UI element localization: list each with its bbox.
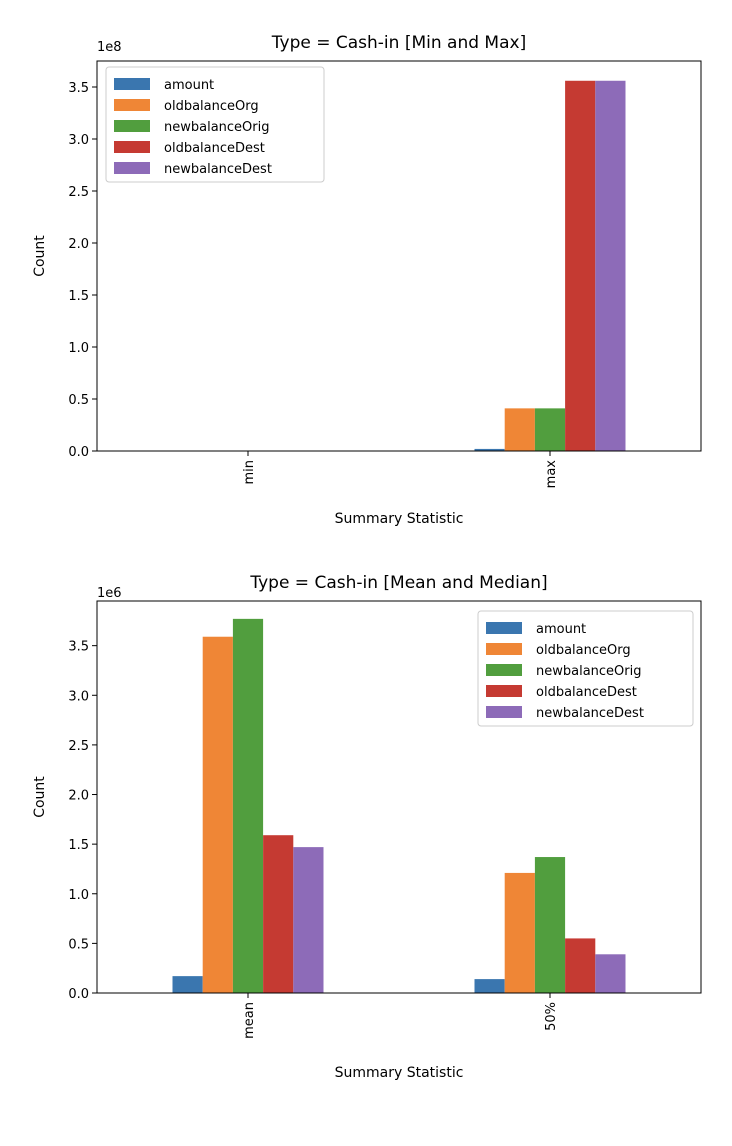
y-tick-label: 2.0 (68, 237, 89, 252)
legend-label-amount: amount (164, 78, 214, 93)
legend-label-newbalanceOrig: newbalanceOrig (164, 120, 270, 135)
plot-frame (96, 600, 702, 994)
y-tick-label: 3.0 (68, 689, 89, 704)
legend-swatch-amount (486, 622, 522, 634)
legend-label-newbalanceOrig: newbalanceOrig (536, 664, 642, 679)
bar-newbalanceOrig-max (534, 408, 566, 451)
legend-swatch-newbalanceDest (114, 162, 150, 174)
legend-label-oldbalanceOrg: oldbalanceOrg (536, 643, 631, 658)
legend-swatch-amount (114, 78, 150, 90)
legend-swatch-oldbalanceDest (486, 685, 522, 697)
bar-oldbalanceOrg-50% (504, 872, 535, 993)
y-axis-label: Count (32, 776, 48, 818)
axis-offset-label: 1e6 (97, 586, 122, 601)
bar-oldbalanceDest-max (565, 80, 596, 451)
legend-swatch-oldbalanceOrg (486, 643, 522, 655)
y-axis-label: Count (32, 235, 48, 277)
y-tick-label: 0.0 (68, 445, 89, 460)
y-tick-label: 2.5 (68, 739, 89, 754)
x-tick-label: min (242, 460, 257, 485)
plot-frame (96, 60, 702, 452)
y-tick-label: 0.0 (68, 987, 89, 1002)
chart-min-max: Type = Cash-in [Min and Max] 1e8 Count Summ… (32, 33, 702, 527)
y-tick-label: 1.0 (68, 341, 89, 356)
chart-mean-median: Type = Cash-in [Mean and Median] 1e6 Count… (32, 573, 702, 1081)
bar-newbalanceOrig-50% (534, 857, 566, 993)
x-tick-label: max (544, 460, 559, 489)
y-tick-label: 0.5 (68, 937, 89, 952)
bar-amount-50% (474, 979, 505, 993)
legend-box (477, 610, 694, 727)
bar-newbalanceDest-max (595, 80, 626, 451)
legend-swatch-newbalanceOrig (486, 664, 522, 676)
x-tick-label: 50% (544, 1002, 559, 1031)
legend-label-oldbalanceOrg: oldbalanceOrg (164, 99, 259, 114)
y-tick-label: 3.0 (68, 133, 89, 148)
chart-title: Type = Cash-in [Min and Max] (271, 33, 526, 53)
y-tick-label: 0.5 (68, 393, 89, 408)
legend-box (105, 66, 325, 183)
bar-newbalanceDest-mean (293, 847, 324, 993)
legend-label-oldbalanceDest: oldbalanceDest (536, 685, 637, 700)
bar-oldbalanceDest-mean (263, 835, 294, 993)
chart-title: Type = Cash-in [Mean and Median] (249, 573, 547, 593)
bar-newbalanceOrig-mean (232, 618, 264, 993)
bar-newbalanceDest-50% (595, 954, 626, 993)
y-tick-label: 3.5 (68, 640, 89, 655)
legend-label-newbalanceDest: newbalanceDest (536, 706, 644, 721)
bar-oldbalanceOrg-mean (202, 636, 233, 993)
bar-amount-max (474, 448, 505, 451)
y-tick-label: 1.0 (68, 888, 89, 903)
x-axis-label: Summary Statistic (335, 511, 464, 527)
legend-label-newbalanceDest: newbalanceDest (164, 162, 272, 177)
bar-amount-mean (172, 976, 203, 993)
y-tick-label: 2.0 (68, 789, 89, 804)
y-tick-label: 3.5 (68, 81, 89, 96)
legend-swatch-oldbalanceOrg (114, 99, 150, 111)
legend-label-oldbalanceDest: oldbalanceDest (164, 141, 265, 156)
axis-offset-label: 1e8 (97, 40, 122, 55)
y-tick-label: 2.5 (68, 185, 89, 200)
x-axis-label: Summary Statistic (335, 1065, 464, 1081)
legend-label-amount: amount (536, 622, 586, 637)
legend-swatch-oldbalanceDest (114, 141, 150, 153)
y-tick-label: 1.5 (68, 289, 89, 304)
legend-swatch-newbalanceDest (486, 706, 522, 718)
legend-swatch-newbalanceOrig (114, 120, 150, 132)
y-tick-label: 1.5 (68, 838, 89, 853)
bar-oldbalanceDest-50% (565, 938, 596, 993)
x-tick-label: mean (242, 1002, 257, 1039)
bar-oldbalanceOrg-max (504, 408, 535, 451)
